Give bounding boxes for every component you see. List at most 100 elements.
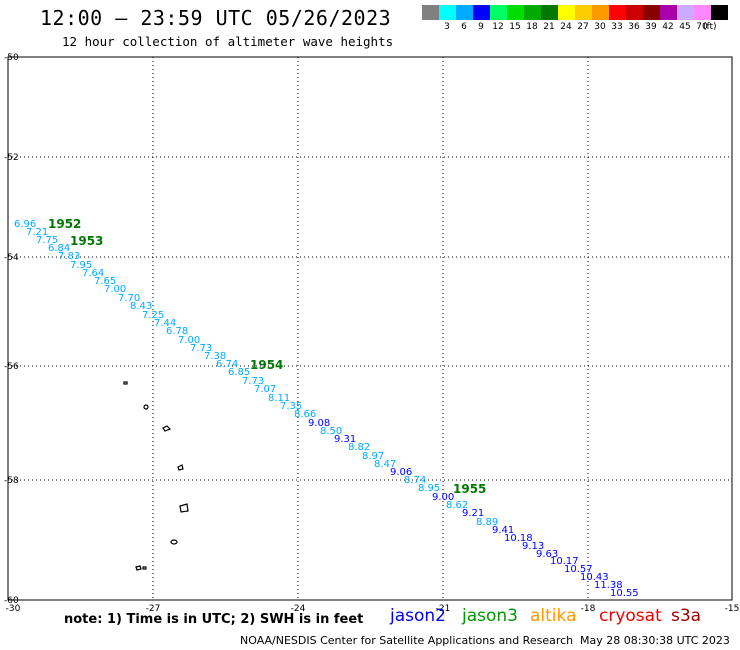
color-swatch: 70	[694, 5, 711, 32]
pass-time-label: 1952	[48, 217, 81, 231]
longitude-tick-label: -27	[146, 604, 161, 614]
wave-height-label: 8.66	[294, 409, 316, 420]
color-swatch: 33	[609, 5, 626, 32]
color-swatch-label: 42	[662, 22, 674, 32]
wave-height-label: 6.74	[216, 359, 238, 370]
footer-timestamp: May 28 08:30:38 UTC 2023	[580, 634, 730, 647]
wave-height-label: 10.18	[504, 533, 533, 544]
color-swatch: 6	[456, 5, 473, 32]
latitude-tick-label: -54	[4, 253, 19, 263]
legend-item-s3a: s3a	[671, 606, 702, 626]
color-swatch-label: 33	[611, 22, 623, 32]
pass-time-label: 1955	[453, 482, 486, 496]
wave-height-label: 7.00	[104, 284, 126, 295]
color-swatch: 21	[541, 5, 558, 32]
island-outline	[143, 404, 149, 410]
wave-height-label: 10.17	[550, 556, 579, 567]
wave-height-label: 10.55	[610, 588, 639, 599]
color-swatch	[422, 5, 439, 20]
wave-height-label: 9.41	[492, 525, 514, 536]
footer-organization: NOAA/NESDIS Center for Satellite Applica…	[240, 634, 574, 647]
longitude-tick-labels: -30 -27 -24 -21 -18 -15	[6, 604, 740, 614]
color-swatch	[711, 5, 728, 20]
wave-height-label: 11.38	[594, 580, 623, 591]
chart-title: 12:00 – 23:59 UTC 05/26/2023	[40, 6, 392, 30]
wave-height-label: 6.84	[48, 243, 70, 254]
wave-height-label: 9.08	[308, 418, 330, 429]
color-swatch: 15	[507, 5, 524, 32]
island-outlines	[123, 381, 189, 571]
wave-height-labels: 6.967.217.756.847.837.957.647.657.007.70…	[14, 219, 639, 599]
wave-height-label: 6.96	[14, 219, 36, 230]
wave-height-label: 9.13	[522, 541, 544, 552]
wave-height-label: 7.21	[26, 227, 48, 238]
wave-height-label: 7.73	[190, 343, 212, 354]
pass-time-label: 1954	[250, 358, 283, 372]
color-swatch-label: 24	[560, 22, 572, 32]
wave-height-label: 9.00	[432, 492, 454, 503]
wave-height-label: 9.06	[390, 467, 412, 478]
legend-item-cryosat: cryosat	[599, 606, 662, 626]
wave-height-label: 7.35	[280, 401, 302, 412]
longitude-tick-label: -21	[436, 604, 451, 614]
color-swatch-label: 6	[461, 22, 467, 32]
wave-height-label: 10.43	[580, 572, 609, 583]
legend-item-jason3: jason3	[462, 606, 518, 626]
wave-height-label: 9.63	[536, 549, 558, 560]
color-swatch-label: 27	[577, 22, 589, 32]
wave-height-label: 7.95	[70, 260, 92, 271]
wave-height-label: 7.25	[142, 310, 164, 321]
wave-height-label: 8.89	[476, 517, 498, 528]
wave-height-label: 7.73	[242, 376, 264, 387]
wave-height-label: 8.97	[362, 451, 384, 462]
color-swatch-label: 36	[628, 22, 640, 32]
wave-height-label: 8.50	[320, 426, 342, 437]
longitude-tick-label: -30	[6, 604, 21, 614]
color-swatch: 36	[626, 5, 643, 32]
footer: NOAA/NESDIS Center for Satellite Applica…	[240, 634, 730, 647]
island-outline	[142, 566, 147, 570]
wave-height-label: 7.83	[58, 251, 80, 262]
latitude-tick-label: -58	[4, 476, 19, 486]
wave-height-label: 8.47	[374, 459, 396, 470]
island-outline	[177, 464, 184, 471]
legend-item-altika: altika	[530, 606, 577, 626]
map-frame	[7, 56, 733, 601]
color-swatch: 42	[660, 5, 677, 32]
wave-height-label: 7.38	[204, 351, 226, 362]
latitude-tick-label: -56	[4, 362, 19, 372]
wave-height-label: 7.65	[94, 276, 116, 287]
longitude-tick-label: -15	[725, 604, 740, 614]
color-swatch: 12	[490, 5, 507, 32]
latitude-tick-labels: -50 -52 -54 -56 -58 -60	[4, 53, 19, 606]
footnote: note: 1) Time is in UTC; 2) SWH is in fe…	[64, 612, 364, 627]
longitude-tick-label: -24	[291, 604, 306, 614]
color-swatch-label: 70	[696, 22, 708, 32]
color-swatch: 39	[643, 5, 660, 32]
color-swatch-label: 30	[594, 22, 606, 32]
wave-height-label: 6.85	[228, 367, 250, 378]
color-swatch-label: 15	[509, 22, 521, 32]
color-swatch-label: 9	[478, 22, 484, 32]
island-outline	[162, 425, 172, 432]
wave-height-label: 8.62	[446, 500, 468, 511]
color-swatch: 27	[575, 5, 592, 32]
color-scale-unit: (ft)	[703, 22, 717, 32]
island-outline	[135, 565, 142, 571]
wave-height-label: 9.21	[462, 508, 484, 519]
color-swatch: 30	[592, 5, 609, 32]
color-swatch: 24	[558, 5, 575, 32]
wave-height-label: 8.11	[268, 393, 290, 404]
wave-height-label: 8.74	[404, 475, 426, 486]
pass-time-label: 1953	[70, 234, 103, 248]
island-outline	[170, 539, 178, 545]
wave-height-label: 7.70	[118, 293, 140, 304]
wave-height-label: 9.31	[334, 434, 356, 445]
wave-height-label: 6.78	[166, 326, 188, 337]
wave-height-label: 8.82	[348, 442, 370, 453]
latitude-tick-label: -52	[4, 153, 19, 163]
color-swatch-label: 12	[492, 22, 504, 32]
latitude-tick-label: -50	[4, 53, 19, 63]
chart-subtitle: 12 hour collection of altimeter wave hei…	[62, 34, 394, 49]
